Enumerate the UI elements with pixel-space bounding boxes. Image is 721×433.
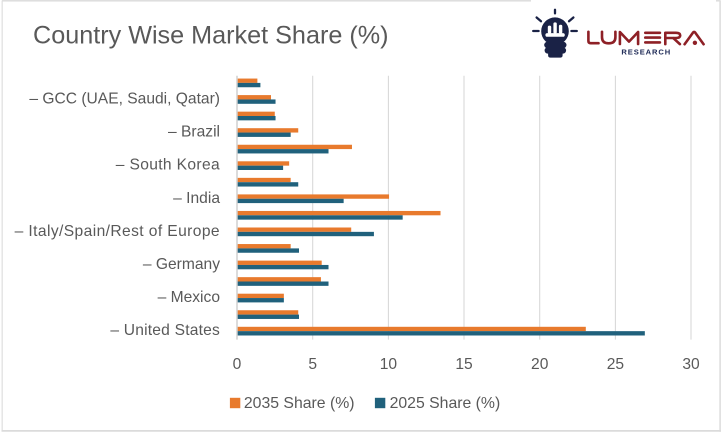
svg-text:– United States: – United States — [110, 322, 220, 339]
svg-text:Country Wise Market Share (%): Country Wise Market Share (%) — [33, 22, 389, 50]
svg-text:– Germany: – Germany — [143, 256, 220, 273]
svg-text:30: 30 — [682, 356, 700, 373]
svg-text:– South Korea: – South Korea — [116, 157, 220, 174]
svg-text:10: 10 — [380, 356, 398, 373]
svg-text:– Mexico: – Mexico — [158, 289, 221, 306]
svg-text:2035 Share (%): 2035 Share (%) — [244, 395, 355, 412]
svg-text:2025 Share (%): 2025 Share (%) — [390, 395, 501, 412]
svg-text:– Italy/Spain/Rest of Europe: – Italy/Spain/Rest of Europe — [15, 223, 220, 240]
svg-text:5: 5 — [308, 356, 317, 373]
svg-text:25: 25 — [607, 356, 625, 373]
svg-text:0: 0 — [233, 356, 242, 373]
svg-text:15: 15 — [455, 356, 473, 373]
svg-text:– GCC (UAE, Saudi, Qatar): – GCC (UAE, Saudi, Qatar) — [29, 90, 220, 107]
svg-text:– Brazil: – Brazil — [168, 124, 220, 141]
svg-text:– India: – India — [173, 190, 220, 207]
svg-text:20: 20 — [531, 356, 549, 373]
svg-text:RESEARCH: RESEARCH — [621, 47, 671, 56]
